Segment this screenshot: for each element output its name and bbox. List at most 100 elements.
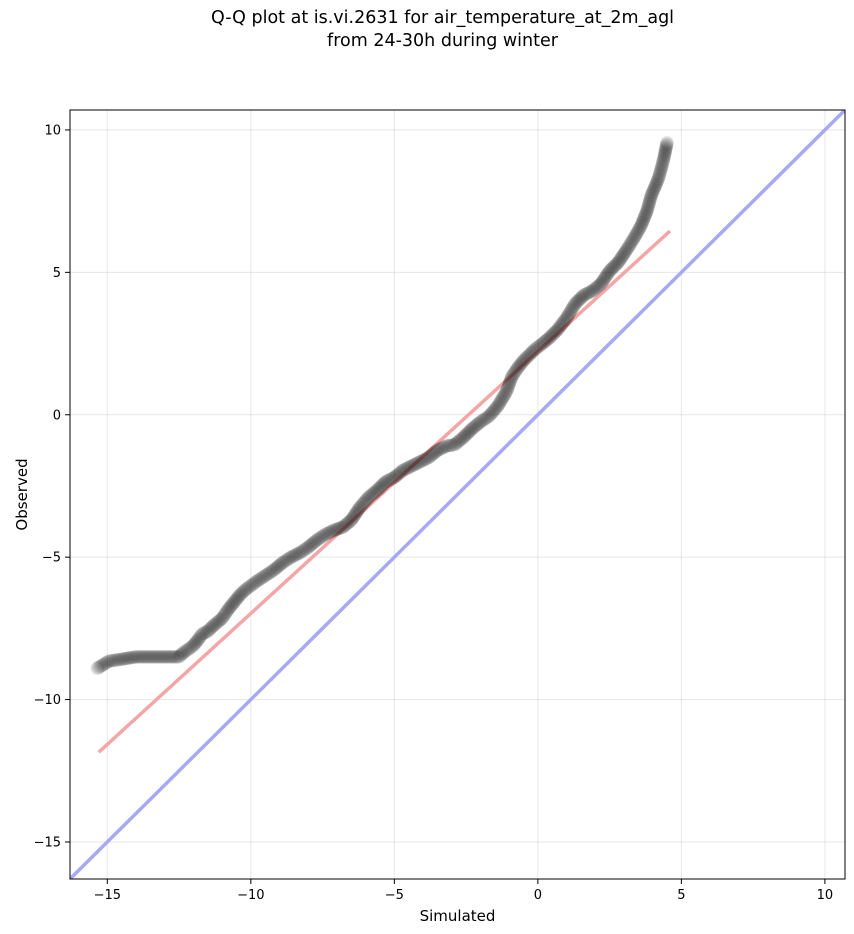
quantile-point xyxy=(218,607,232,621)
quantile-point xyxy=(232,588,247,603)
quantile-point xyxy=(414,454,429,468)
quantile-point xyxy=(419,452,433,466)
quantile-point xyxy=(513,357,528,371)
quantile-point xyxy=(440,438,455,453)
quantile-point xyxy=(643,191,658,206)
quantile-point xyxy=(601,266,615,281)
quantile-point xyxy=(569,295,584,310)
quantile-point xyxy=(558,312,573,326)
quantile-point xyxy=(592,277,607,292)
quantile-point xyxy=(510,362,524,376)
quantile-point xyxy=(189,635,204,649)
quantile-point xyxy=(560,309,575,324)
quantile-point xyxy=(156,650,170,664)
quantile-point xyxy=(259,567,274,582)
quantile-point xyxy=(623,237,638,251)
quantile-point xyxy=(118,651,132,666)
quantile-point xyxy=(388,469,403,484)
quantile-point xyxy=(536,336,551,350)
quantile-point xyxy=(209,616,223,631)
quantile-point xyxy=(460,426,475,441)
quantile-point xyxy=(637,211,651,226)
quantile-point xyxy=(598,270,613,285)
quantile-point xyxy=(647,181,662,196)
quantile-point xyxy=(145,650,159,664)
quantile-point xyxy=(599,269,613,283)
quantile-point xyxy=(508,365,522,379)
quantile-point xyxy=(461,425,476,439)
quantile-point xyxy=(630,225,645,240)
quantile-point xyxy=(327,523,341,537)
quantile-point xyxy=(574,290,589,305)
quantile-point xyxy=(406,458,420,473)
quantile-point xyxy=(581,286,595,300)
quantile-point xyxy=(210,615,225,630)
quantile-point xyxy=(176,645,191,660)
quantile-point xyxy=(113,652,128,667)
quantile-point xyxy=(308,534,323,548)
quantile-point xyxy=(411,455,426,470)
quantile-point xyxy=(515,355,530,369)
quantile-point xyxy=(170,650,185,664)
quantile-point xyxy=(597,271,612,286)
quantile-point xyxy=(604,261,619,276)
quantile-point xyxy=(651,172,665,187)
quantile-point xyxy=(153,650,167,664)
quantile-point xyxy=(310,533,324,547)
quantile-point xyxy=(537,335,552,349)
quantile-point xyxy=(164,650,178,664)
quantile-point xyxy=(641,201,655,215)
quantile-point xyxy=(345,512,359,526)
quantile-point xyxy=(655,156,670,171)
quantile-point xyxy=(186,638,201,653)
quantile-point xyxy=(191,632,206,647)
quantile-point xyxy=(586,283,601,297)
x-tick-label: −5 xyxy=(385,888,404,903)
quantile-point xyxy=(467,420,482,434)
quantile-point xyxy=(501,378,516,393)
quantile-point xyxy=(567,298,582,312)
quantile-point xyxy=(426,446,441,461)
quantile-point xyxy=(494,393,508,408)
quantile-point xyxy=(252,572,267,587)
quantile-point xyxy=(500,382,515,396)
quantile-point xyxy=(380,474,394,488)
quantile-point xyxy=(266,563,281,577)
quantile-point xyxy=(614,250,629,265)
quantile-point xyxy=(629,227,644,241)
quantile-point xyxy=(300,541,314,555)
quantile-point xyxy=(480,410,495,424)
quantile-point xyxy=(157,650,172,664)
quantile-point xyxy=(374,479,389,493)
quantile-point xyxy=(475,414,489,428)
chart-title: Q-Q plot at is.vi.2631 for air_temperatu… xyxy=(0,7,854,53)
quantile-point xyxy=(175,646,190,661)
quantile-point xyxy=(659,138,674,153)
quantile-point xyxy=(483,408,497,422)
quantile-point xyxy=(652,169,666,184)
y-tick-label: 10 xyxy=(44,123,61,138)
chart-title-line-1: Q-Q plot at is.vi.2631 for air_temperatu… xyxy=(210,8,675,28)
quantile-point xyxy=(173,648,187,663)
quantile-point xyxy=(182,641,196,656)
quantile-point xyxy=(523,347,538,361)
quantile-point xyxy=(103,654,118,668)
quantile-point xyxy=(603,263,618,277)
quantile-point xyxy=(378,474,393,489)
quantile-point xyxy=(317,528,331,543)
quantile-point xyxy=(373,480,388,494)
quantile-point xyxy=(258,568,272,583)
quantile-point xyxy=(248,575,262,590)
quantile-point xyxy=(619,244,633,258)
quantile-point xyxy=(617,246,632,261)
quantile-point xyxy=(256,569,271,584)
quantile-point xyxy=(642,196,656,211)
quantile-point xyxy=(636,214,650,228)
quantile-point xyxy=(362,489,377,504)
quantile-point xyxy=(129,650,143,664)
quantile-point xyxy=(595,274,610,288)
quantile-point xyxy=(231,589,246,604)
quantile-point xyxy=(482,409,496,423)
quantile-point xyxy=(410,456,425,470)
quantile-point xyxy=(392,466,407,481)
